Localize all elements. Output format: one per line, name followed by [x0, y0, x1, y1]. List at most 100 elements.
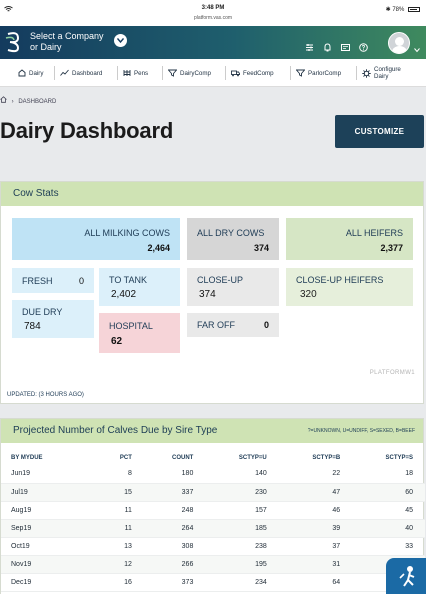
table-cell: Nov19 [1, 555, 100, 574]
table-cell: 264 [143, 519, 206, 538]
table-cell: 15 [99, 483, 144, 502]
user-avatar[interactable] [388, 32, 410, 54]
battery-indicator: ✱ 78% [386, 6, 420, 13]
table-cell: 230 [205, 483, 279, 502]
cow-stats-panel: Cow Stats ALL MILKING COWS 2,464 ALL DRY… [0, 181, 424, 404]
column-header[interactable]: SCTYP=S [385, 455, 413, 461]
floating-help-button[interactable] [386, 558, 426, 594]
tile-fresh[interactable]: FRESH 0 [12, 268, 94, 293]
table-row: Jul19 15 337 230 47 60 [1, 483, 425, 502]
company-select-dropdown[interactable]: Select a Company or Dairy [30, 31, 134, 55]
table-cell: 308 [143, 537, 206, 556]
table-cell: 46 [278, 501, 353, 520]
table-cell: Dec19 [1, 573, 100, 592]
company-select-line1: Select a Company [30, 31, 104, 41]
pens-icon [123, 70, 131, 76]
nav-divider [117, 66, 118, 80]
table-cell: 248 [143, 501, 206, 520]
table-cell: 185 [205, 519, 279, 538]
customize-button[interactable]: CUSTOMIZE [335, 115, 424, 148]
table-cell: 11 [99, 501, 144, 520]
nav-divider [225, 66, 226, 80]
column-header[interactable]: COUNT [172, 455, 194, 461]
tile-close-up-heifers[interactable]: CLOSE-UP HEIFERS 320 [286, 268, 413, 306]
table-header-row: BY MYDUE PCT COUNT SCTYP=U SCTYP=B SCTYP… [1, 451, 425, 465]
table-cell: 37 [278, 537, 353, 556]
nav-item-feedcomp[interactable]: FeedComp [231, 59, 274, 87]
help-circle-icon[interactable] [359, 39, 368, 52]
nav-item-dashboard[interactable]: Dashboard [60, 59, 102, 87]
table-cell: 337 [143, 483, 206, 502]
table-cell: 47 [278, 483, 353, 502]
table-cell: 373 [143, 573, 206, 592]
table-cell: 266 [143, 555, 206, 574]
filter-icon [168, 69, 177, 77]
company-select-line2: or Dairy [30, 42, 62, 52]
column-header[interactable]: PCT [119, 455, 132, 461]
tile-to-tank[interactable]: TO TANK 2,402 [99, 268, 180, 306]
chevron-down-icon[interactable] [414, 40, 420, 53]
home-icon[interactable] [0, 96, 9, 105]
breadcrumb: › DASHBOARD [0, 96, 56, 105]
notification-bell-icon[interactable] [323, 39, 332, 52]
settings-gear-icon[interactable] [305, 39, 314, 51]
table-row: Sep19 11 264 185 39 40 [1, 519, 425, 538]
message-icon[interactable] [341, 39, 350, 51]
cow-stats-title: Cow Stats [1, 182, 423, 206]
table-cell: 16 [99, 573, 144, 592]
tile-all-milking-cows[interactable]: ALL MILKING COWS 2,464 [12, 218, 180, 260]
table-cell: Oct19 [1, 537, 100, 556]
table-cell: 22 [278, 465, 353, 484]
column-header[interactable]: SCTYP=B [312, 455, 341, 461]
nav-item-pens[interactable]: Pens [123, 59, 148, 87]
nav-item-dairycomp[interactable]: DairyComp [168, 59, 211, 87]
battery-icon [408, 6, 420, 12]
page-title: Dairy Dashboard [0, 118, 174, 143]
table-cell: 238 [205, 537, 279, 556]
column-header[interactable]: SCTYP=U [238, 455, 267, 461]
table-cell: 11 [99, 519, 144, 538]
nav-item-parlorcomp[interactable]: ParlorComp [296, 59, 341, 87]
chevron-down-icon [114, 34, 127, 47]
column-header[interactable]: BY MYDUE [11, 455, 43, 461]
nav-item-dairy[interactable]: Dairy [18, 59, 43, 87]
url-label[interactable]: platform.vas.com [193, 15, 233, 21]
table-cell: 33 [352, 537, 425, 556]
bluetooth-icon: ✱ [385, 7, 391, 13]
table-cell: 234 [205, 573, 279, 592]
person-walking-icon [399, 566, 415, 587]
table-cell: 13 [99, 537, 144, 556]
table-cell: Aug19 [1, 501, 100, 520]
tile-far-off[interactable]: FAR OFF 0 [187, 313, 279, 337]
table-cell: 45 [352, 501, 425, 520]
wifi-icon [4, 6, 13, 14]
tile-hospital[interactable]: HOSPITAL 62 [99, 313, 180, 353]
table-cell: 195 [205, 555, 279, 574]
tile-due-dry[interactable]: DUE DRY 784 [12, 300, 94, 338]
barn-icon [18, 69, 26, 77]
platform-label: PLATFORMW1 [369, 370, 415, 376]
table-row: Jun19 8 180 140 22 18 [1, 465, 425, 484]
nav-divider [290, 66, 291, 80]
table-cell: 39 [278, 519, 353, 538]
tile-all-dry-cows[interactable]: ALL DRY COWS 374 [187, 218, 279, 260]
tile-all-heifers[interactable]: ALL HEIFERS 2,377 [286, 218, 413, 260]
app-header: Select a Company or Dairy [0, 26, 426, 59]
nav-divider [54, 66, 55, 80]
tile-close-up[interactable]: CLOSE-UP 374 [187, 268, 279, 306]
main-nav: Dairy Dashboard Pens DairyComp FeedComp … [0, 59, 426, 87]
calves-title: Projected Number of Calves Due by Sire T… [1, 419, 423, 443]
table-cell: 180 [143, 465, 206, 484]
nav-item-configure-dairy[interactable]: Configure Dairy [362, 59, 408, 87]
app-logo-icon[interactable] [4, 30, 22, 54]
table-row: Dec19163732346475 [1, 573, 425, 592]
table-row: Oct19 13 308 238 37 33 [1, 537, 425, 556]
table-cell: 40 [352, 519, 425, 538]
table-cell: Sep19 [1, 519, 100, 538]
table-cell: 8 [99, 465, 144, 484]
calves-table: BY MYDUE PCT COUNT SCTYP=U SCTYP=B SCTYP… [1, 451, 425, 592]
table-cell: 31 [278, 555, 353, 574]
table-cell: 64 [278, 573, 353, 592]
battery-percent: 78% [392, 7, 405, 13]
table-cell: Jun19 [1, 465, 100, 484]
